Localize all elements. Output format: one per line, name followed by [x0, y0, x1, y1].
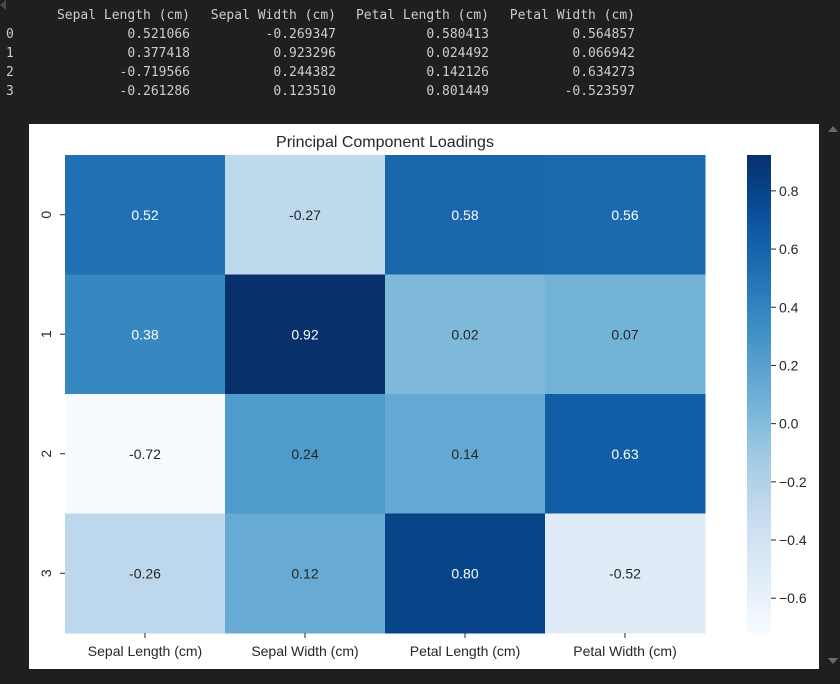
- dataframe-cell: 0.634273: [572, 65, 635, 80]
- cell-value-label: 0.92: [291, 326, 318, 342]
- dataframe-column-header: Sepal Length (cm): [56, 8, 190, 23]
- dataframe-column-header: Sepal Width (cm): [210, 8, 336, 23]
- dataframe-row: 3 -0.261286 0.123510 0.801449 -0.523597: [0, 82, 635, 101]
- cell-value-label: -0.26: [129, 565, 161, 581]
- heatmap-cell: [225, 394, 386, 514]
- dataframe-row-index: 3: [6, 84, 14, 99]
- cell-value-label: 0.07: [611, 326, 638, 342]
- cell-value-label: 0.12: [291, 565, 318, 581]
- cell-value-label: 0.02: [451, 326, 478, 342]
- scroll-left-arrow-icon[interactable]: [0, 0, 6, 10]
- x-tick-label: Petal Width (cm): [573, 643, 676, 659]
- x-tick-label: Petal Length (cm): [410, 643, 521, 659]
- dataframe-cell: -0.269347: [265, 27, 336, 42]
- dataframe-cell: 0.123510: [273, 84, 336, 99]
- cell-value-label: 0.38: [131, 326, 158, 342]
- heatmap-cell: [65, 155, 226, 275]
- cell-value-label: 0.56: [611, 207, 638, 223]
- heatmap-cell: [385, 274, 546, 395]
- scroll-up-arrow-icon[interactable]: [828, 126, 838, 132]
- heatmap-cell: [545, 274, 706, 395]
- y-tick-label: 3: [38, 569, 54, 577]
- dataframe-row: 2 -0.719566 0.244382 0.142126 0.634273: [0, 63, 635, 82]
- heatmap-annotations: 0.52 -0.27 0.58 0.56 0.38 0.92 0.02 0.07 -0.72 0.…: [129, 207, 641, 582]
- dataframe-row: 0 0.521066 -0.269347 0.580413 0.564857: [0, 25, 635, 44]
- cell-value-label: 0.14: [451, 446, 478, 462]
- cell-value-label: -0.27: [289, 207, 321, 223]
- dataframe-column-header: Petal Length (cm): [355, 8, 489, 23]
- x-tick-label: Sepal Length (cm): [88, 643, 202, 659]
- heatmap-cells: [65, 155, 706, 634]
- colorbar-tick-label: −0.2: [779, 474, 807, 490]
- chart-title: Principal Component Loadings: [276, 134, 494, 151]
- dataframe-cell: 0.244382: [273, 65, 336, 80]
- x-tick-label: Sepal Width (cm): [251, 643, 358, 659]
- cell-value-label: -0.72: [129, 446, 161, 462]
- y-tick-label: 0: [38, 211, 54, 219]
- dataframe-cell: 0.801449: [426, 84, 489, 99]
- y-tick-label: 1: [38, 330, 54, 338]
- heatmap-cell: [65, 394, 226, 514]
- colorbar-tick-label: −0.6: [779, 590, 807, 606]
- dataframe-header-row: Sepal Length (cm) Sepal Width (cm) Petal…: [0, 6, 635, 25]
- colorbar-tick-label: 0.4: [779, 299, 799, 315]
- heatmap-cell: [65, 513, 226, 634]
- dataframe-output: Sepal Length (cm) Sepal Width (cm) Petal…: [0, 0, 840, 110]
- dataframe-table: Sepal Length (cm) Sepal Width (cm) Petal…: [0, 6, 635, 101]
- dataframe-cell: 0.377418: [127, 46, 190, 61]
- heatmap-cell: [545, 513, 706, 634]
- y-tick-label: 2: [38, 450, 54, 458]
- colorbar: [747, 155, 771, 633]
- dataframe-row-index: 0: [6, 27, 14, 42]
- colorbar-tick-label: 0.8: [779, 183, 799, 199]
- colorbar-tick-label: 0.0: [779, 416, 799, 432]
- heatmap-cell: [225, 155, 386, 275]
- heatmap-cell: [385, 155, 546, 275]
- dataframe-cell: 0.024492: [426, 46, 489, 61]
- colorbar-axis: 0.8 0.6 0.4 0.2 0.0 −0.2 −0.4 −0.6: [771, 183, 807, 606]
- heatmap-cell: [225, 274, 386, 395]
- cell-value-label: 0.63: [611, 446, 638, 462]
- x-axis: Sepal Length (cm) Sepal Width (cm) Petal L…: [88, 633, 677, 659]
- heatmap-chart: Principal Component Loadings 0.52 -0.27 0.…: [38, 134, 807, 659]
- cell-value-label: -0.52: [609, 565, 641, 581]
- dataframe-cell: 0.066942: [572, 46, 635, 61]
- colorbar-tick-label: −0.4: [779, 532, 807, 548]
- cell-value-label: 0.24: [291, 446, 318, 462]
- cell-value-label: 0.80: [451, 565, 478, 581]
- dataframe-cell: 0.923296: [273, 46, 336, 61]
- cell-value-label: 0.58: [451, 207, 478, 223]
- colorbar-tick-label: 0.6: [779, 241, 799, 257]
- dataframe-cell: 0.142126: [426, 65, 489, 80]
- dataframe-cell: 0.564857: [572, 27, 635, 42]
- heatmap-cell: [385, 394, 546, 514]
- dataframe-row-index: 2: [6, 65, 14, 80]
- colorbar-tick-label: 0.2: [779, 357, 799, 373]
- heatmap-cell: [225, 513, 386, 634]
- dataframe-cell: -0.719566: [119, 65, 190, 80]
- heatmap-cell: [65, 274, 226, 395]
- dataframe-row-index: 1: [6, 46, 14, 61]
- dataframe-row: 1 0.377418 0.923296 0.024492 0.066942: [0, 44, 635, 63]
- dataframe-column-header: Petal Width (cm): [509, 8, 635, 23]
- scroll-down-arrow-icon[interactable]: [828, 658, 838, 664]
- dataframe-index-header: [0, 6, 42, 25]
- dataframe-cell: 0.580413: [426, 27, 489, 42]
- dataframe-cell: -0.261286: [119, 84, 190, 99]
- dataframe-cell: -0.523597: [564, 84, 635, 99]
- cell-value-label: 0.52: [131, 207, 158, 223]
- dataframe-cell: 0.521066: [127, 27, 190, 42]
- heatmap-cell: [545, 155, 706, 275]
- heatmap-figure: Principal Component Loadings 0.52 -0.27 0.…: [29, 124, 819, 669]
- y-axis: 0 1 2 3: [38, 211, 65, 577]
- heatmap-cell: [385, 513, 546, 634]
- heatmap-cell: [545, 394, 706, 514]
